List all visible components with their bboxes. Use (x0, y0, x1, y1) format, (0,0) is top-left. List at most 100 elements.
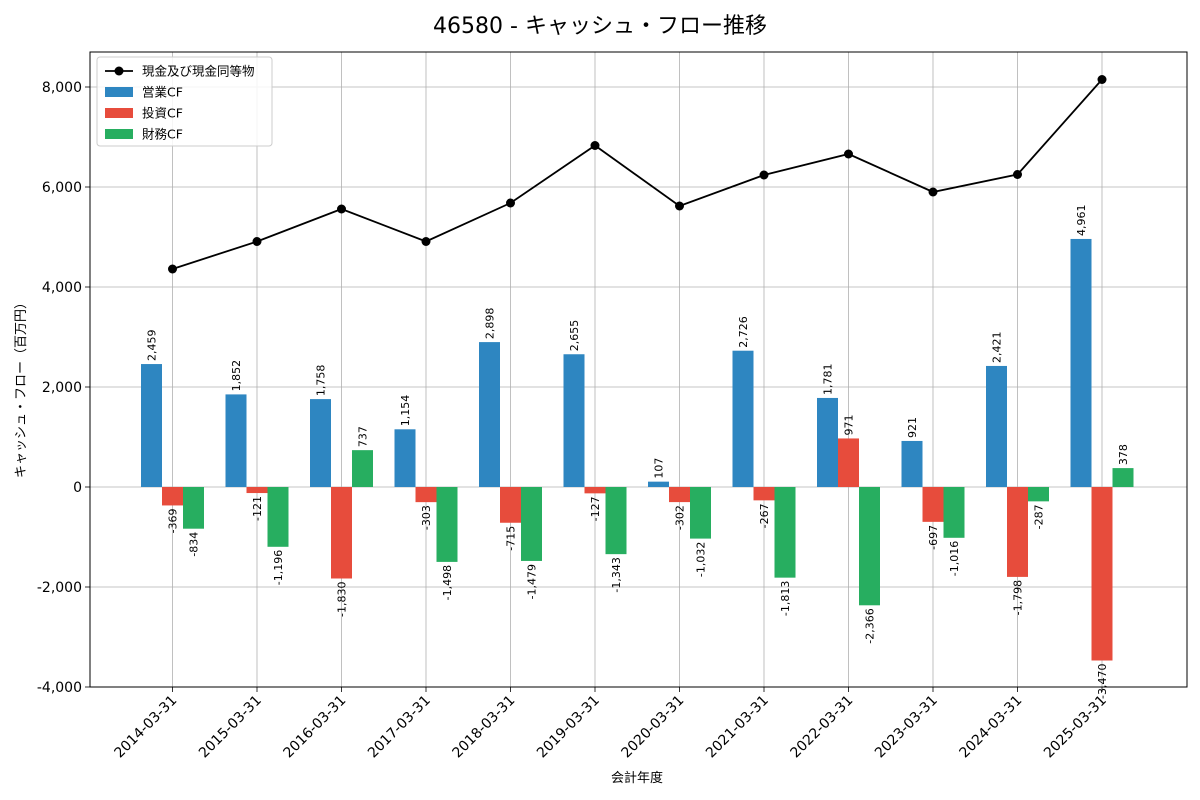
cash-line-point (928, 187, 938, 197)
bar-value-label: -287 (1033, 504, 1046, 529)
x-tick-label: 2021-03-31 (703, 693, 772, 762)
x-tick-label: 2014-03-31 (111, 693, 180, 762)
bar-value-label: -303 (420, 505, 433, 530)
bar (690, 487, 711, 539)
bar-value-label: -1,798 (1012, 580, 1025, 615)
bar (901, 440, 923, 487)
bar-value-label: -697 (927, 525, 940, 550)
bar (162, 487, 183, 506)
y-tick-label: 2,000 (42, 380, 82, 396)
bar-value-label: 1,758 (315, 365, 328, 397)
bar (774, 487, 796, 578)
bar (352, 450, 373, 487)
bar-value-label: -3,470 (1096, 664, 1109, 699)
legend-label: 財務CF (142, 127, 183, 142)
legend-label: 営業CF (142, 85, 183, 100)
bar-value-label: 4,961 (1075, 204, 1088, 236)
bar (563, 354, 585, 487)
bar-value-label: -1,196 (272, 550, 285, 585)
bar (183, 487, 204, 529)
bar (331, 487, 352, 579)
bar-value-label: -1,830 (336, 582, 349, 617)
legend-swatch (105, 87, 133, 97)
legend-swatch (105, 129, 133, 139)
bars (141, 238, 1134, 661)
bar (521, 487, 542, 561)
x-tick-label: 2020-03-31 (618, 693, 687, 762)
bar-value-label: 107 (653, 458, 666, 479)
bar-value-label: -715 (505, 526, 518, 551)
bar-value-label: 921 (906, 417, 919, 438)
cash-line-point (675, 201, 684, 211)
bar (986, 365, 1007, 487)
cash-line-point (759, 170, 769, 180)
cash-line-path (172, 78, 1103, 270)
bar (310, 399, 331, 487)
bar-value-label: -834 (188, 532, 201, 557)
bar-value-label: 2,655 (568, 320, 581, 352)
bar (1028, 487, 1049, 502)
bar (1070, 238, 1092, 487)
x-tick-label: 2017-03-31 (365, 693, 434, 762)
bar (922, 487, 944, 522)
y-tick-label: -2,000 (37, 580, 82, 596)
bar (225, 394, 247, 487)
legend-swatch (105, 108, 133, 118)
cash-line-point (1097, 75, 1107, 84)
y-axis-label: キャッシュ・フロー（百万円） (14, 296, 29, 478)
bar-value-label: -1,016 (948, 541, 961, 576)
bar-value-label: 2,898 (484, 308, 497, 340)
x-tick-label: 2018-03-31 (449, 693, 518, 762)
y-tick-label: 0 (73, 480, 82, 496)
legend-label: 現金及び現金同等物 (142, 64, 255, 79)
bar-value-label: -1,343 (610, 557, 623, 592)
bar (479, 342, 500, 487)
x-tick-label: 2023-03-31 (872, 693, 941, 762)
bar (669, 487, 690, 503)
bar (838, 438, 859, 487)
cash-line-point (168, 264, 177, 274)
bar-value-label: 1,852 (230, 360, 243, 392)
legend-marker (114, 66, 124, 76)
bar (141, 364, 162, 487)
bar-value-label: -121 (251, 496, 264, 521)
bar (732, 350, 754, 487)
bar-value-label: 378 (1117, 444, 1130, 465)
bar-value-label: 1,781 (822, 363, 835, 395)
bar (605, 487, 627, 555)
y-tick-label: 6,000 (42, 180, 82, 196)
cash-line-point (844, 149, 853, 159)
grid (90, 52, 1187, 688)
cash-line-point (1013, 170, 1022, 179)
bar (584, 487, 606, 494)
bar (859, 487, 880, 606)
cash-line-point (252, 237, 262, 246)
bar (246, 487, 268, 494)
cash-line (168, 75, 1107, 274)
bar-value-label: -1,813 (779, 581, 792, 616)
x-tick-label: 2022-03-31 (787, 693, 856, 762)
y-tick-label: -4,000 (37, 680, 82, 696)
x-tick-label: 2025-03-31 (1041, 693, 1110, 762)
bar (394, 429, 416, 487)
y-tick-label: 4,000 (42, 280, 82, 296)
data-labels: 2,459 1,852 1,758 1,154 2,898 2,655 107 2,726 1,… (146, 204, 1131, 699)
legend-label: 投資CF (142, 106, 183, 121)
x-tick-label: 2015-03-31 (196, 693, 265, 762)
bar-value-label: -302 (674, 505, 687, 530)
bar-value-label: -127 (589, 496, 602, 521)
bar-value-label: -369 (167, 508, 180, 533)
bar-value-label: 737 (357, 426, 370, 447)
bar-value-label: 2,726 (737, 316, 750, 348)
x-tick-label: 2019-03-31 (534, 693, 603, 762)
bar (943, 487, 965, 538)
bar (1091, 487, 1113, 661)
bar-value-label: 2,421 (991, 331, 1004, 363)
bar-value-label: -1,032 (695, 542, 708, 577)
bar-value-label: 971 (843, 414, 856, 435)
x-tick-label: 2024-03-31 (956, 693, 1025, 762)
bar (436, 487, 458, 562)
bar-value-label: -1,479 (526, 564, 539, 599)
